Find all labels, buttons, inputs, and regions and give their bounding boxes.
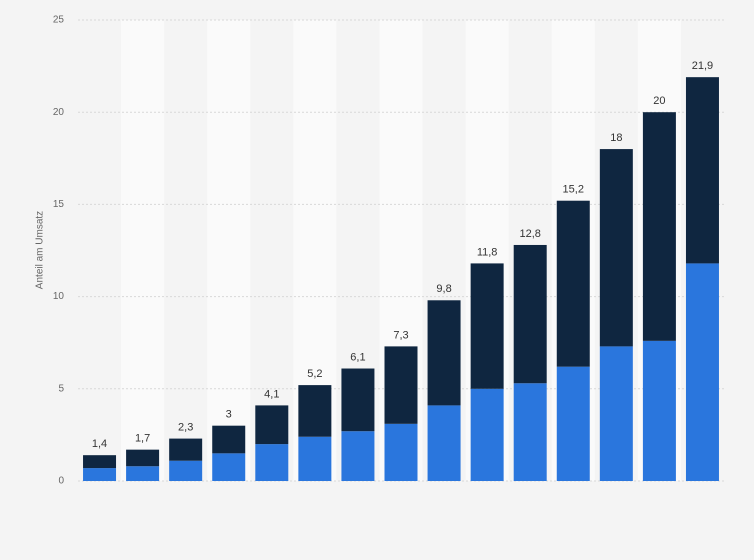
- bar-segment: [83, 455, 117, 469]
- total-label: 12,8: [519, 228, 540, 240]
- bar-segment: [169, 438, 203, 461]
- total-label: 1,7: [135, 433, 150, 445]
- bar-segment: [341, 368, 375, 432]
- total-label: 18: [610, 132, 622, 144]
- total-label: 20: [653, 95, 665, 107]
- bar-segment: [470, 263, 504, 389]
- total-label: 6,1: [350, 351, 365, 363]
- bar-segment: [255, 444, 289, 481]
- bar-segment: [384, 346, 418, 424]
- bar-segment: [212, 425, 246, 454]
- bar-segment: [298, 436, 332, 481]
- bar-segment: [556, 366, 590, 481]
- total-label: 21,9: [692, 60, 713, 72]
- total-label: 5,2: [307, 368, 322, 380]
- total-label: 9,8: [436, 283, 451, 295]
- y-tick-label: 10: [53, 291, 65, 302]
- total-label: 11,8: [477, 246, 498, 258]
- bar-segment: [255, 405, 289, 445]
- bar-segment: [599, 346, 633, 481]
- column-stripe: [207, 20, 251, 481]
- total-label: 1,4: [92, 438, 107, 450]
- bar-segment: [298, 385, 332, 437]
- bar-segment: [427, 300, 461, 406]
- total-label: 2,3: [178, 421, 193, 433]
- bar-segment: [427, 405, 461, 481]
- bar-segment: [685, 77, 719, 264]
- y-tick-label: 20: [53, 107, 65, 118]
- total-label: 4,1: [264, 388, 279, 400]
- bar-segment: [642, 112, 676, 341]
- bar-segment: [83, 468, 117, 481]
- total-label: 3: [226, 409, 232, 421]
- bar-segment: [513, 244, 547, 384]
- bar-segment: [642, 340, 676, 481]
- bar-segment: [212, 453, 246, 481]
- bar-segment: [556, 200, 590, 367]
- bar-segment: [341, 431, 375, 481]
- bar-segment: [470, 388, 504, 481]
- bar-segment: [513, 383, 547, 481]
- bar-segment: [685, 263, 719, 481]
- y-tick-label: 5: [58, 383, 64, 394]
- bar-segment: [126, 449, 160, 467]
- total-label: 7,3: [393, 329, 408, 341]
- total-label: 15,2: [563, 184, 584, 196]
- bar-segment: [599, 149, 633, 347]
- bar-segment: [169, 460, 203, 481]
- y-axis-label: Anteil am Umsatz: [35, 211, 46, 289]
- y-tick-label: 0: [58, 476, 64, 487]
- y-tick-label: 25: [53, 15, 65, 26]
- y-tick-label: 15: [53, 199, 65, 210]
- bar-segment: [384, 423, 418, 481]
- bar-segment: [126, 466, 160, 481]
- column-stripe: [121, 20, 165, 481]
